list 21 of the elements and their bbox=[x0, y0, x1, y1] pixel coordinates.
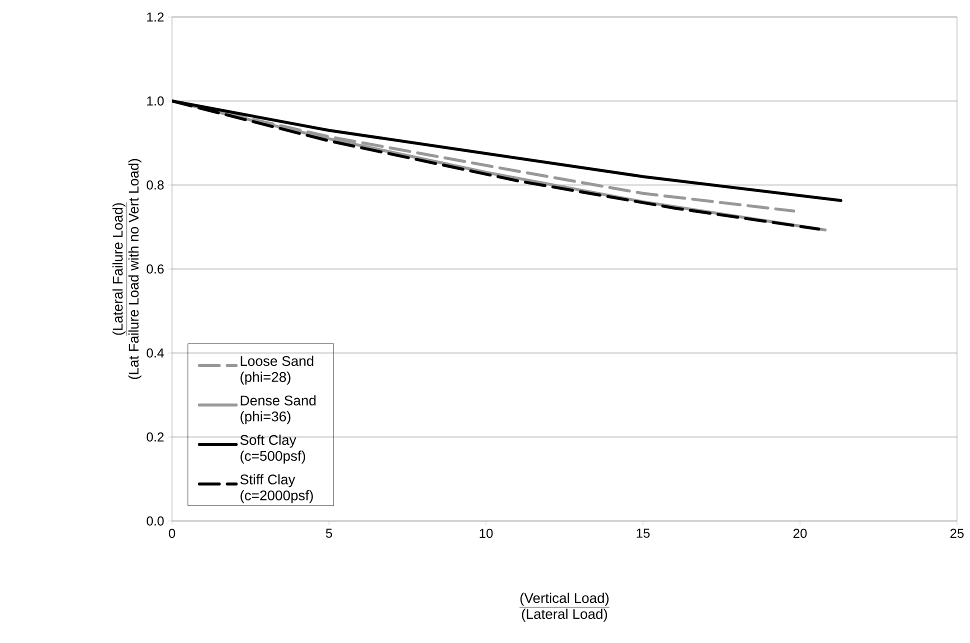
x-tick-label: 0 bbox=[168, 528, 176, 538]
y-tick-label: 0.2 bbox=[146, 432, 164, 442]
y-tick-label: 0.4 bbox=[146, 348, 164, 358]
x-tick-label: 5 bbox=[326, 528, 332, 538]
x-tick-label: 20 bbox=[793, 528, 807, 538]
text: (Lateral Load) bbox=[522, 608, 608, 622]
legend-label: Dense Sand (phi=36) bbox=[240, 395, 316, 424]
y-tick-label: 0.6 bbox=[146, 264, 164, 274]
y-tick-label: 0.0 bbox=[146, 516, 164, 526]
x-tick-label: 15 bbox=[636, 528, 650, 538]
x-tick-label: 25 bbox=[950, 528, 964, 538]
legend-label: Loose Sand (phi=28) bbox=[240, 356, 314, 385]
y-tick-label: 1.0 bbox=[147, 96, 164, 106]
x-axis-title: (Vertical Load) bbox=[520, 592, 609, 606]
y-axis-title: (Lateral Failure Load) bbox=[112, 203, 126, 335]
legend-label: Soft Clay (c=500psf) bbox=[240, 434, 306, 464]
text: (Lat Failure Load with no Vert Load) bbox=[128, 159, 142, 380]
y-tick-label: 0.8 bbox=[146, 180, 164, 190]
legend-label: Stiff Clay (c=2000psf) bbox=[240, 474, 313, 504]
x-tick-label: 10 bbox=[480, 528, 493, 538]
y-tick-label: 1.2 bbox=[147, 12, 164, 22]
